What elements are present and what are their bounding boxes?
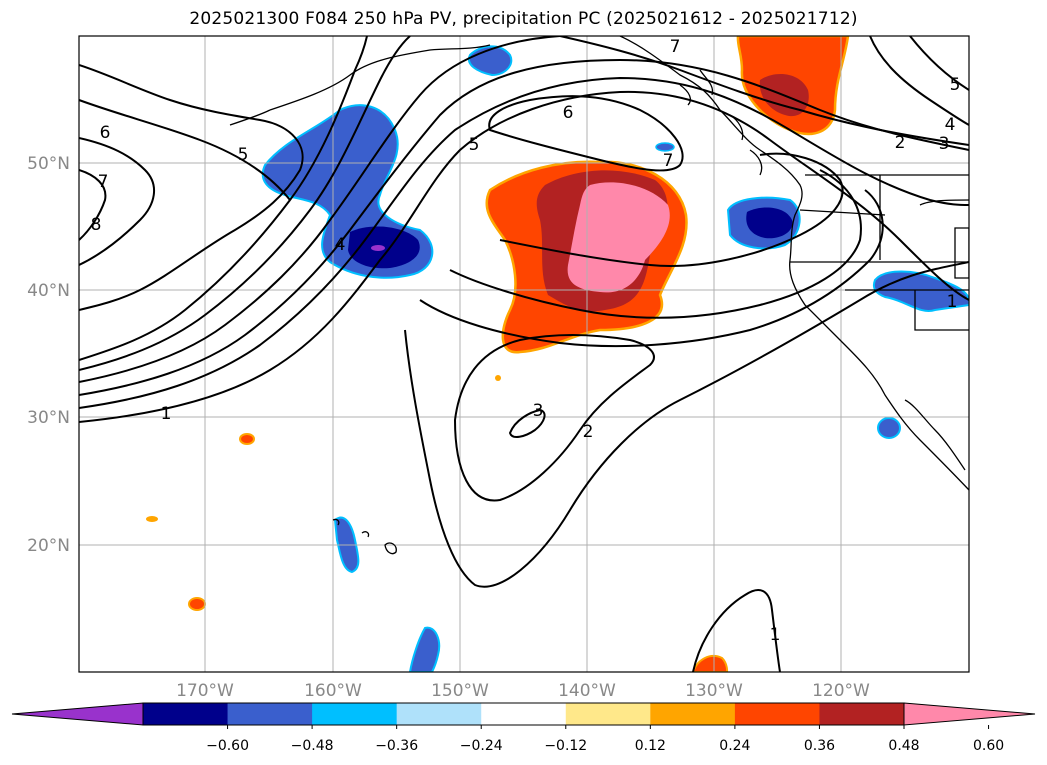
- colorbar-cell: [481, 703, 567, 725]
- colorbar-cell: [396, 703, 482, 725]
- lon-label-130w: 130°W: [685, 681, 743, 701]
- colorbar-cell: [143, 703, 229, 725]
- lon-label-170w: 170°W: [176, 681, 234, 701]
- contour-label-4a: 4: [335, 235, 346, 255]
- contour-labels: 1 1 1 2 2 3 3 4 4 5 5 5 6 6 7 7 7 8: [91, 37, 961, 645]
- precip-positive-spot1: [188, 597, 206, 611]
- colorbar-tick-label: −0.60: [206, 738, 249, 754]
- colorbar-cell: [227, 703, 313, 725]
- contour-label-4b: 4: [945, 115, 956, 135]
- colorbar-cell: [565, 703, 651, 725]
- precip-positive-max: [567, 182, 670, 293]
- contour-label-2a: 2: [583, 422, 594, 442]
- colorbar-tick-label: 0.48: [888, 738, 919, 754]
- contour-label-5b: 5: [469, 135, 480, 155]
- contour-label-6b: 6: [563, 103, 574, 123]
- precip-negative-south: [408, 626, 441, 672]
- colorbar-tick-label: 0.60: [973, 738, 1004, 754]
- longitude-labels: 170°W 160°W 150°W 140°W 130°W 120°W: [176, 681, 870, 701]
- coastlines: [229, 36, 969, 555]
- colorbar-tick-label: −0.48: [291, 738, 334, 754]
- lon-label-140w: 140°W: [558, 681, 616, 701]
- pv-contours: [79, 36, 969, 672]
- colorbar-extend-low: [11, 702, 144, 726]
- contour-label-7b: 7: [663, 151, 674, 171]
- contour-label-8: 8: [91, 215, 102, 235]
- lat-label-30: 30°N: [27, 408, 70, 428]
- colorbar-tick-label: 0.24: [719, 738, 750, 754]
- precip-positive-spot4: [495, 375, 501, 381]
- colorbar-tick-label: −0.36: [375, 738, 418, 754]
- lat-label-40: 40°N: [27, 281, 70, 301]
- colorbar-tick-label: 0.12: [635, 738, 666, 754]
- colorbar-cell: [819, 703, 905, 725]
- contour-label-3a: 3: [533, 401, 544, 421]
- lon-label-150w: 150°W: [431, 681, 489, 701]
- lon-label-160w: 160°W: [304, 681, 362, 701]
- contour-label-5c: 5: [950, 75, 961, 95]
- precip-positive-spot2: [239, 433, 255, 445]
- lat-label-50: 50°N: [27, 154, 70, 174]
- lat-label-20: 20°N: [27, 536, 70, 556]
- precip-negative-small: [655, 142, 675, 152]
- colorbar: −0.60 −0.48 −0.36 −0.24 −0.12 0.12 0.24 0.36 0.4…: [11, 702, 1036, 754]
- colorbar-tick-label: 0.36: [804, 738, 835, 754]
- precip-negative-baja: [877, 417, 901, 439]
- contour-label-6a: 6: [100, 123, 111, 143]
- colorbar-cell: [312, 703, 398, 725]
- colorbar-extend-high: [903, 702, 1036, 726]
- contour-label-5a: 5: [238, 145, 249, 165]
- contour-label-7a: 7: [98, 172, 109, 192]
- contour-label-1a: 1: [161, 404, 172, 424]
- precip-positive-south: [691, 654, 729, 672]
- colorbar-tick-label: −0.12: [544, 738, 587, 754]
- latitude-labels: 50°N 40°N 30°N 20°N: [27, 154, 70, 556]
- colorbar-frame: [142, 702, 905, 726]
- contour-label-3b: 3: [939, 134, 950, 154]
- precip-positive-spot3: [146, 516, 158, 522]
- colorbar-cell: [650, 703, 736, 725]
- contour-label-2b: 2: [895, 133, 906, 153]
- contour-label-1c: 1: [947, 292, 958, 312]
- map-title: 2025021300 F084 250 hPa PV, precipitatio…: [189, 9, 858, 29]
- lon-label-120w: 120°W: [812, 681, 870, 701]
- precip-negative-west-max: [371, 245, 385, 251]
- precip-negative-east-core: [746, 207, 793, 239]
- colorbar-cell: [734, 703, 820, 725]
- contour-label-7c: 7: [670, 37, 681, 57]
- contour-label-1b: 1: [770, 625, 781, 645]
- colorbar-tick-label: −0.24: [460, 738, 503, 754]
- map-frame: [78, 35, 970, 673]
